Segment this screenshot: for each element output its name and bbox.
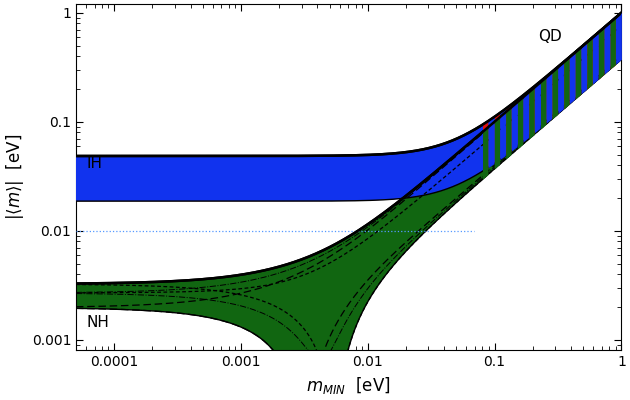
X-axis label: $m_{MIN}$  [eV]: $m_{MIN}$ [eV]: [306, 375, 391, 396]
Y-axis label: $|\langle m\rangle|$  [eV]: $|\langle m\rangle|$ [eV]: [4, 134, 26, 220]
Text: QD: QD: [538, 29, 562, 44]
Text: NH: NH: [86, 316, 109, 330]
Text: IH: IH: [86, 156, 102, 171]
